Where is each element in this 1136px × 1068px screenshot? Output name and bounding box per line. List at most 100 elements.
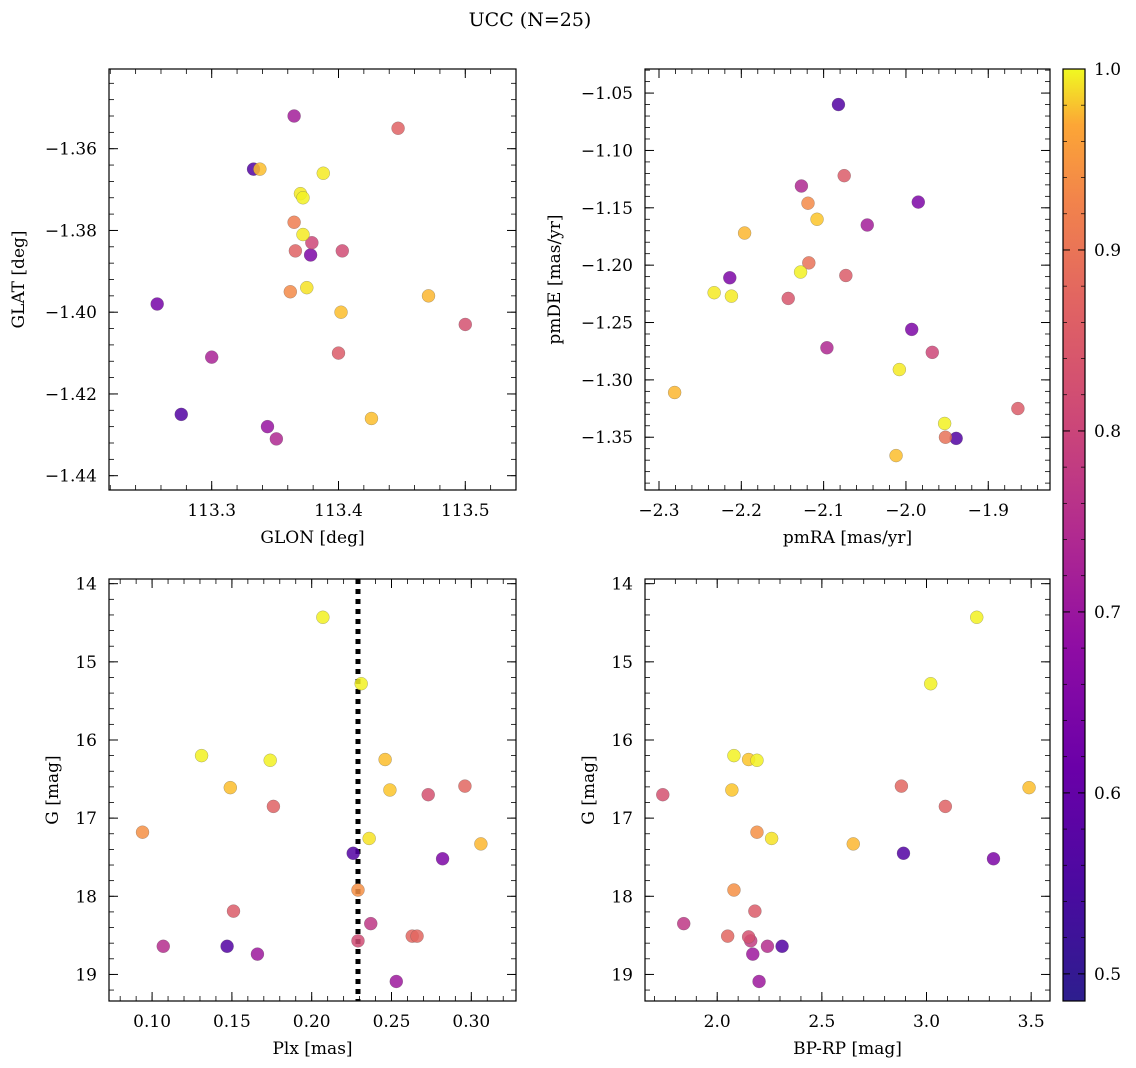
- colorbar: 0.5 0.6 0.7 0.8 0.9 1.0: [1062, 60, 1121, 1002]
- scatter-point: [656, 787, 670, 802]
- y-tick-label: 17: [611, 809, 633, 829]
- scatter-point: [793, 265, 808, 279]
- x-axis-label: pmRA [mas/yr]: [783, 528, 912, 548]
- x-tick-label: 113.4: [314, 501, 363, 521]
- figure-title: UCC (N=25): [469, 9, 592, 31]
- scatter-point: [174, 407, 188, 422]
- colorbar-tick-label: 0.8: [1094, 422, 1121, 442]
- scatter-point: [839, 268, 853, 283]
- scatter-point: [266, 799, 281, 814]
- scatter-point: [288, 244, 303, 258]
- x-tick-label: −2.3: [638, 501, 679, 521]
- scatter-point: [781, 291, 795, 306]
- y-tick-label: −1.25: [581, 314, 633, 334]
- y-tick-label: −1.05: [581, 84, 633, 104]
- scatter-point: [410, 929, 424, 943]
- scatter-point: [724, 289, 739, 303]
- y-tick-label: 15: [611, 653, 633, 673]
- scatter-point: [748, 904, 762, 918]
- scatter-point: [389, 974, 403, 989]
- scatter-point: [846, 837, 860, 851]
- scatter-point: [296, 227, 310, 242]
- scatter-point: [205, 350, 219, 364]
- scatter-point: [287, 215, 301, 229]
- scatter-point: [300, 280, 314, 295]
- scatter-point: [810, 212, 824, 226]
- plot-frame: [108, 578, 517, 1002]
- panels: 113.3 113.4 113.5 −1.36 −1.38 −1.40 −1.42 −1.44…: [9, 68, 1051, 1059]
- scatter-point: [362, 831, 376, 846]
- scatter-point: [938, 799, 953, 814]
- scatter-point: [737, 226, 752, 240]
- scatter-point: [892, 362, 907, 377]
- scatter-point: [220, 939, 234, 953]
- scatter-point: [911, 195, 925, 209]
- scatter-point: [970, 610, 984, 624]
- panel-pmra-pmde: −2.3 −2.2 −2.1 −2.0 −1.9 −1.05 −1.10 −1.15 −1.20…: [545, 68, 1051, 548]
- plot-frame: [644, 578, 1051, 1002]
- y-tick-label: 15: [75, 653, 97, 673]
- y-tick-label: 19: [611, 965, 633, 985]
- scatter-point: [226, 904, 241, 918]
- y-tick-label: 16: [75, 731, 97, 751]
- scatter-point: [335, 244, 349, 258]
- y-axis-label: GLAT [deg]: [9, 230, 29, 328]
- scatter-point: [364, 411, 379, 426]
- scatter-point: [458, 317, 472, 332]
- scatter-point: [667, 385, 682, 400]
- y-tick-label: −1.30: [581, 371, 633, 391]
- scatter-point: [354, 677, 368, 691]
- scatter-point: [194, 748, 209, 763]
- colorbar-tick-label: 0.6: [1094, 784, 1121, 804]
- x-tick-label: 0.30: [452, 1012, 490, 1032]
- colorbar-tick-label: 1.0: [1094, 60, 1121, 80]
- scatter-point: [135, 825, 150, 839]
- scatter-point: [283, 285, 298, 299]
- scatter-point: [474, 837, 488, 851]
- scatter-point: [421, 289, 436, 303]
- scatter-point: [364, 916, 378, 931]
- scatter-point: [253, 162, 267, 176]
- y-tick-label: 14: [75, 575, 97, 595]
- x-tick-label: −2.2: [721, 501, 762, 521]
- scatter-point: [421, 787, 435, 802]
- scatter-point: [316, 610, 330, 624]
- scatter-point: [150, 297, 164, 311]
- scatter-point: [1022, 780, 1036, 795]
- scatter-point: [831, 97, 846, 112]
- x-tick-label: 0.20: [293, 1012, 331, 1032]
- x-tick-label: −2.0: [885, 501, 926, 521]
- scatter-point: [725, 783, 739, 797]
- scatter-point: [1011, 401, 1025, 416]
- scatter-point: [269, 432, 284, 446]
- scatter-point: [346, 846, 360, 860]
- y-tick-label: −1.36: [45, 140, 97, 160]
- x-tick-label: 3.5: [1018, 1012, 1045, 1032]
- x-tick-label: −2.1: [803, 501, 844, 521]
- scatter-point: [752, 974, 766, 989]
- x-tick-label: 2.5: [808, 1012, 835, 1032]
- colorbar-gradient: [1063, 69, 1085, 1001]
- scatter-point: [331, 346, 346, 360]
- y-tick-label: −1.44: [45, 467, 97, 487]
- scatter-point: [296, 191, 310, 205]
- scatter-point: [938, 430, 953, 444]
- y-tick-label: −1.35: [581, 428, 633, 448]
- colorbar-tick-label: 0.5: [1094, 965, 1121, 985]
- scatter-point: [378, 752, 392, 767]
- scatter-point: [764, 831, 779, 846]
- x-tick-label: 2.0: [704, 1012, 731, 1032]
- scatter-point: [837, 168, 851, 183]
- data-points: [656, 610, 1036, 989]
- y-tick-label: −1.42: [45, 385, 97, 405]
- plot-frame: [108, 68, 517, 491]
- scatter-point: [727, 748, 741, 763]
- scatter-point: [334, 305, 348, 319]
- scatter-point: [391, 121, 405, 135]
- x-tick-label: 0.25: [373, 1012, 411, 1032]
- scatter-point: [923, 677, 938, 691]
- scatter-point: [223, 780, 238, 795]
- scatter-point: [458, 779, 472, 793]
- y-tick-label: −1.15: [581, 199, 633, 219]
